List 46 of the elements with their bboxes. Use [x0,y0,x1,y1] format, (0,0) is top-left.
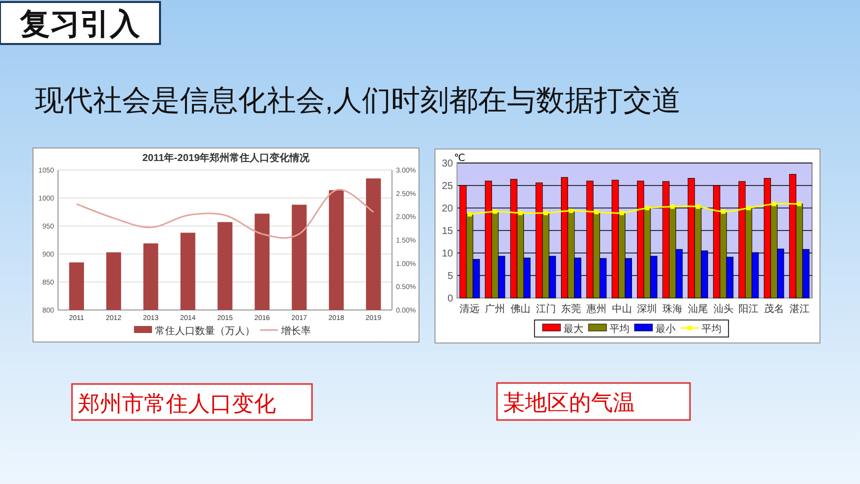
x-tick-label: 清远 [460,303,480,315]
chart-title: 2011年-2019年郑州常住人口变化情况 [142,152,311,164]
point [696,204,700,209]
point [492,209,498,214]
legend-label: 平均 [702,323,722,335]
legend-label: 常住人口数量（万人） [155,325,255,337]
legend-label: 平均 [610,323,630,335]
y-tick-label: 30 [442,158,454,170]
y-axis-title: ℃ [454,153,466,164]
point [721,209,726,214]
x-tick-label: 佛山 [510,303,530,315]
legend-label: 最大 [564,323,584,335]
text: 现代社会是信息化社会,人们时刻都在与数据打交道 [35,85,682,117]
y-tick-label: 25 [442,181,454,192]
x-tick-label: 阳江 [738,303,759,315]
point [518,210,523,216]
x-tick-label: 惠州 [585,303,606,315]
legend-label: 增长率 [280,325,311,337]
x-tick-label: 湛江 [789,303,810,315]
text: 某地区的气温 [503,390,635,415]
text: 郑州市常住人口变化 [78,391,276,416]
y-tick-label: 0 [447,294,454,304]
y-tick-label: 20 [442,204,454,214]
y-tick-label: 10 [442,248,454,260]
x-tick-label: 东莞 [561,303,582,315]
text: 复习引入 [19,8,141,41]
legend-label: 最小 [656,323,676,335]
point [544,210,548,216]
y-tick-label: 5 [447,271,454,282]
x-tick-label: 江门 [536,303,556,315]
x-tick-label: 中山 [612,303,632,315]
point [670,204,675,209]
x-tick-label: 深圳 [637,303,658,315]
point [620,210,624,216]
point [797,202,802,206]
x-tick-label: 茂名 [764,303,784,315]
x-tick-label: 广州 [485,303,506,315]
x-tick-label: 汕头 [713,303,734,315]
x-tick-label: 汕尾 [688,303,708,315]
point [568,208,574,213]
point [746,206,751,210]
point [467,212,472,216]
y-tick-label: 15 [442,226,454,237]
point [644,206,650,210]
x-tick-label: 珠海 [662,303,683,315]
point [594,210,599,214]
